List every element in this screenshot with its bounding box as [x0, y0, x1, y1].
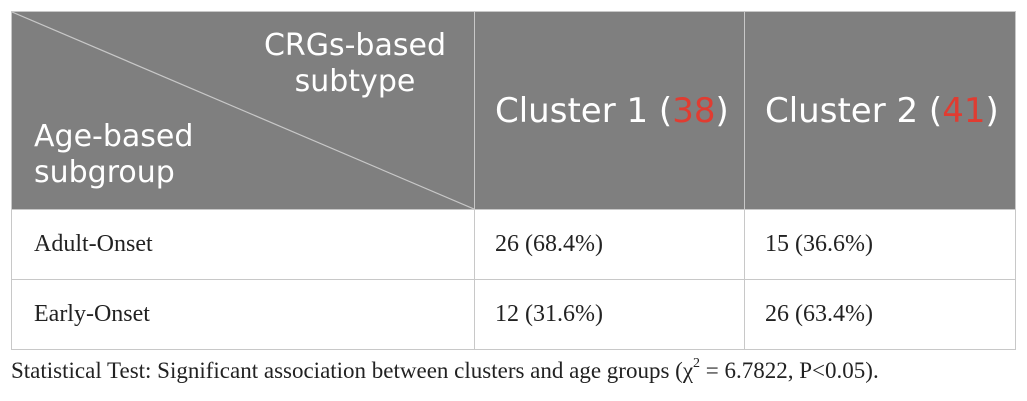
cluster-2-header: Cluster 2 (41) [744, 11, 1016, 210]
cluster-1-header: Cluster 1 (38) [474, 11, 745, 210]
subgroup-header-line2: subgroup [34, 155, 175, 190]
cluster-1-count: 38 [672, 90, 716, 131]
corner-header-cell: CRGs-based subtype Age-based subgroup [11, 11, 475, 210]
cluster-2-count: 41 [942, 90, 986, 131]
row-label: Adult-Onset [11, 209, 475, 280]
subgroup-header-label: Age-based subgroup [34, 119, 193, 191]
table-header-row: CRGs-based subtype Age-based subgroup Cl… [11, 11, 1016, 210]
cluster-1-label: Cluster 1 ( [495, 90, 673, 131]
subgroup-header-line1: Age-based [34, 119, 194, 154]
diagonal-divider [12, 12, 474, 209]
footnote-text-end: = 6.7822, P<0.05). [700, 358, 879, 383]
subtype-header-line1: CRGs-based [263, 28, 446, 63]
table-row: Adult-Onset 26 (68.4%) 15 (36.6%) [11, 209, 1016, 280]
table-cell: 12 (31.6%) [474, 279, 745, 350]
cluster-2-close: ) [985, 90, 999, 131]
table-footnote: Statistical Test: Significant associatio… [11, 356, 879, 384]
cluster-2-label: Cluster 2 ( [765, 90, 943, 131]
table-row: Early-Onset 12 (31.6%) 26 (63.4%) [11, 279, 1016, 350]
table-cell: 15 (36.6%) [744, 209, 1016, 280]
subtype-header-line2: subtype [294, 64, 416, 99]
row-label: Early-Onset [11, 279, 475, 350]
footnote-text: Statistical Test: Significant associatio… [11, 358, 694, 383]
results-table: CRGs-based subtype Age-based subgroup Cl… [11, 11, 1016, 350]
table-cell: 26 (68.4%) [474, 209, 745, 280]
table-cell: 26 (63.4%) [744, 279, 1016, 350]
footnote-superscript: 2 [693, 356, 701, 371]
cluster-1-close: ) [715, 90, 729, 131]
subtype-header-label: CRGs-based subtype [264, 28, 446, 100]
